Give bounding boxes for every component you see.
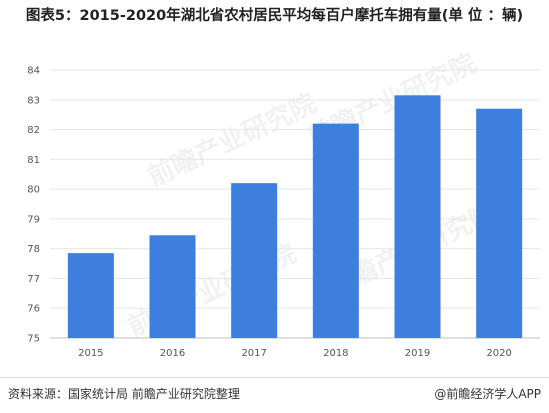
y-tick-label: 79 — [27, 214, 40, 225]
bar — [476, 108, 523, 338]
credit-note: @前瞻经济学人APP — [434, 387, 541, 401]
y-tick-label: 81 — [27, 155, 40, 166]
divider — [0, 377, 549, 378]
x-tick-label: 2020 — [486, 348, 511, 359]
y-tick-label: 78 — [27, 244, 40, 255]
y-tick-label: 82 — [27, 125, 40, 136]
chart-title: 图表5：2015-2020年湖北省农村居民平均每百户摩托车拥有量(单 位 ：辆) — [25, 8, 524, 24]
x-tick-label: 2019 — [405, 348, 430, 359]
y-tick-label: 80 — [27, 185, 40, 196]
bar — [312, 123, 359, 338]
y-tick-label: 83 — [27, 95, 40, 106]
y-tick-label: 77 — [27, 274, 40, 285]
x-tick-label: 2016 — [160, 348, 185, 359]
x-tick-label: 2018 — [323, 348, 348, 359]
bar — [67, 253, 114, 338]
bar — [394, 95, 441, 338]
source-note: 资料来源：国家统计局 前瞻产业研究院整理 — [8, 387, 240, 401]
y-tick-label: 75 — [27, 334, 40, 345]
y-tick-label: 76 — [27, 304, 40, 315]
bar — [149, 235, 196, 338]
x-tick-label: 2015 — [78, 348, 103, 359]
bar — [231, 183, 278, 338]
y-tick-label: 84 — [27, 66, 40, 77]
x-tick-label: 2017 — [241, 348, 266, 359]
